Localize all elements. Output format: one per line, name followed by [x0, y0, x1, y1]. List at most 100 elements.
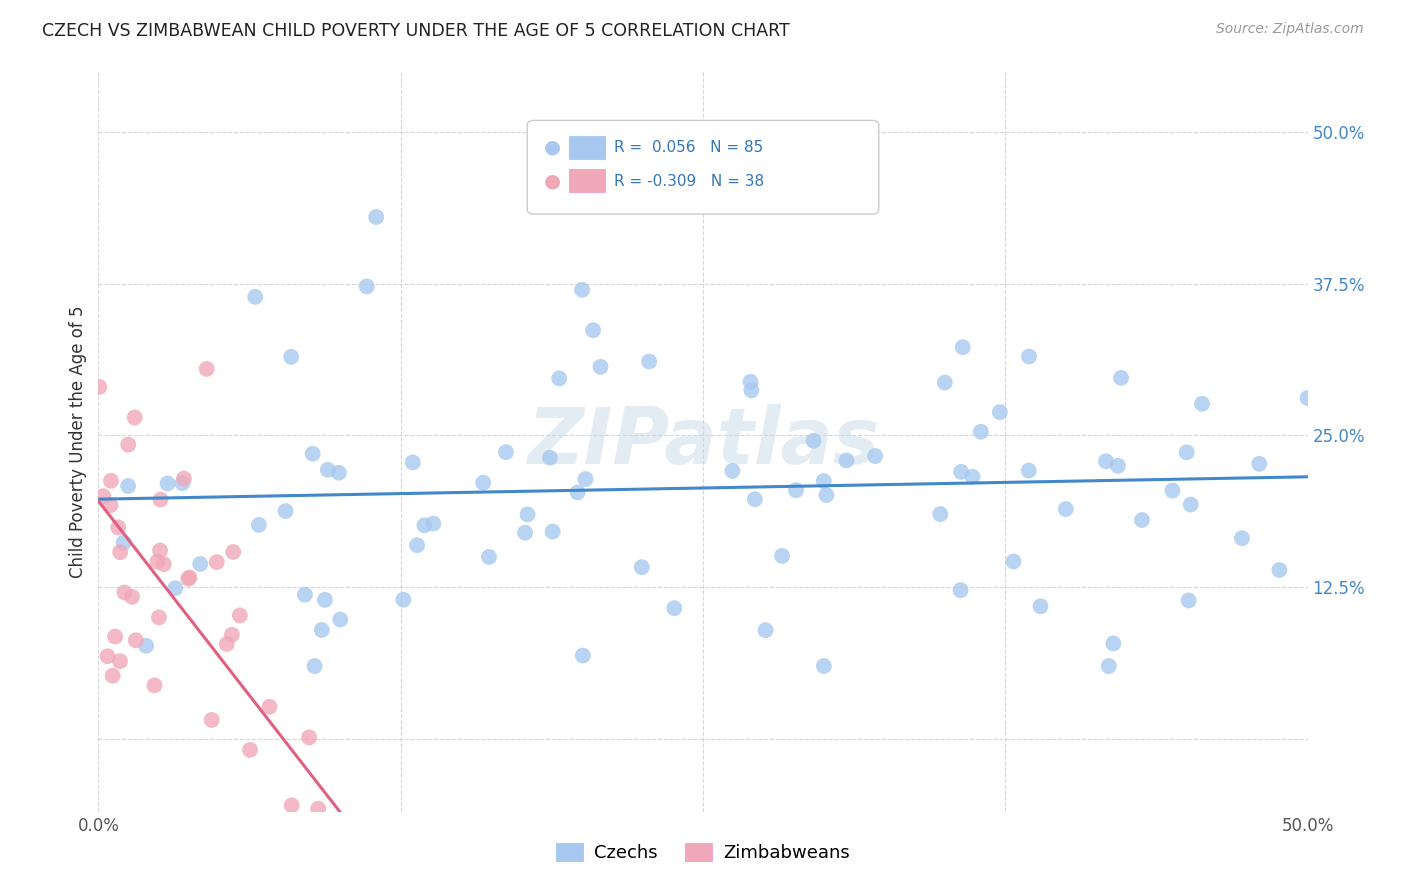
Point: [495, 445, 517, 459]
Point: [149, 492, 172, 507]
Point: [1029, 599, 1052, 614]
Point: [1098, 659, 1121, 673]
Text: CZECH VS ZIMBABWEAN CHILD POVERTY UNDER THE AGE OF 5 CORRELATION CHART: CZECH VS ZIMBABWEAN CHILD POVERTY UNDER …: [42, 22, 790, 40]
Point: [121, 590, 143, 604]
Point: [478, 549, 501, 564]
Point: [740, 375, 762, 389]
Point: [785, 483, 807, 498]
Point: [112, 536, 135, 550]
Point: [188, 557, 211, 571]
Point: [245, 290, 267, 304]
Point: [135, 639, 157, 653]
Point: [1002, 555, 1025, 569]
Point: [329, 613, 352, 627]
Point: [1130, 513, 1153, 527]
Point: [295, 891, 318, 892]
Point: [1109, 371, 1132, 385]
Point: [513, 525, 536, 540]
Point: [1180, 498, 1202, 512]
Point: [1054, 502, 1077, 516]
Point: [721, 464, 744, 478]
Point: [100, 498, 122, 512]
Point: [571, 283, 593, 297]
Point: [949, 583, 972, 598]
Point: [1175, 445, 1198, 459]
Point: [744, 492, 766, 507]
Point: [100, 474, 122, 488]
Point: [638, 354, 661, 368]
Point: [247, 517, 270, 532]
Point: [589, 359, 612, 374]
Point: [567, 485, 589, 500]
Point: [311, 623, 333, 637]
Point: [314, 592, 336, 607]
Point: [582, 323, 605, 337]
Point: [112, 585, 135, 599]
Point: [1268, 563, 1291, 577]
Point: [146, 555, 169, 569]
Point: [413, 518, 436, 533]
Point: [538, 450, 561, 465]
Point: [630, 560, 652, 574]
Point: [794, 173, 817, 187]
Point: [316, 463, 339, 477]
Point: [165, 581, 187, 595]
Point: [298, 731, 321, 745]
Point: [803, 434, 825, 448]
Point: [172, 476, 194, 491]
Text: R =  0.056   N = 85: R = 0.056 N = 85: [614, 140, 763, 154]
Point: [1249, 457, 1271, 471]
Point: [143, 678, 166, 692]
Point: [572, 648, 595, 663]
Point: [472, 475, 495, 490]
Point: [934, 376, 956, 390]
Text: ●: ●: [544, 137, 561, 157]
Point: [222, 545, 245, 559]
Point: [307, 802, 329, 816]
Point: [863, 449, 886, 463]
Point: [1230, 531, 1253, 545]
Point: [1102, 636, 1125, 650]
Point: [770, 549, 793, 563]
Point: [1191, 397, 1213, 411]
Point: [422, 516, 444, 531]
Point: [179, 570, 201, 584]
Point: [929, 507, 952, 521]
Point: [1107, 458, 1129, 473]
Point: [149, 543, 172, 558]
Point: [195, 362, 218, 376]
Point: [813, 474, 835, 488]
Point: [117, 479, 139, 493]
Point: [177, 572, 200, 586]
Point: [101, 669, 124, 683]
Point: [970, 425, 993, 439]
Point: [402, 455, 425, 469]
Point: [104, 630, 127, 644]
Point: [201, 713, 224, 727]
Point: [1177, 593, 1199, 607]
Point: [125, 633, 148, 648]
Point: [274, 504, 297, 518]
Point: [124, 410, 146, 425]
Point: [988, 405, 1011, 419]
Point: [280, 350, 302, 364]
Text: Source: ZipAtlas.com: Source: ZipAtlas.com: [1216, 22, 1364, 37]
Point: [740, 384, 762, 398]
Point: [950, 465, 973, 479]
Point: [205, 555, 228, 569]
Point: [813, 659, 835, 673]
Point: [952, 340, 974, 354]
Point: [301, 447, 323, 461]
Point: [541, 524, 564, 539]
Point: [328, 466, 350, 480]
Point: [1095, 454, 1118, 468]
Point: [1018, 463, 1040, 477]
Point: [835, 453, 858, 467]
Point: [215, 637, 238, 651]
Point: [148, 610, 170, 624]
Point: [239, 743, 262, 757]
Text: ZIPatlas: ZIPatlas: [527, 403, 879, 480]
Point: [366, 210, 388, 224]
Point: [356, 279, 378, 293]
Text: ●: ●: [544, 171, 561, 191]
